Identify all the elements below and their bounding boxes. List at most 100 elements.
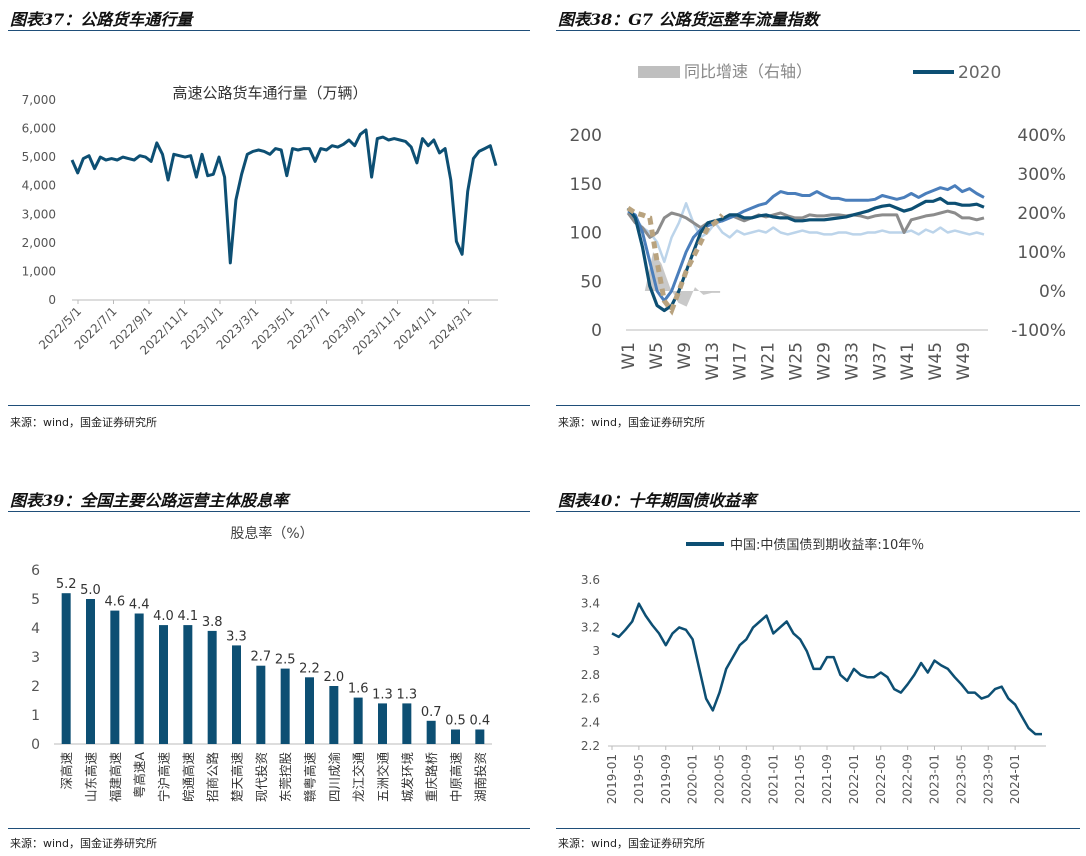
y-tick-label: 0 (31, 737, 40, 753)
x-tick-label: 赣粤高速 (303, 752, 318, 803)
panel1-title-rule (8, 30, 530, 31)
x-tick-label: 2019-09 (659, 754, 673, 804)
legend-swatch-yoy (638, 66, 680, 78)
y-tick-label: 1 (31, 708, 40, 724)
y-tick-label: 2.4 (581, 715, 600, 729)
x-tick-label: 东莞控股 (278, 752, 293, 803)
x-tick-label: 2020-05 (713, 754, 727, 804)
panel4-source-rule (556, 828, 1080, 829)
x-tick-label: 现代投资 (254, 752, 269, 802)
y2-tick-label: -100% (1011, 321, 1066, 341)
x-tick-label: 2020-09 (739, 754, 753, 804)
panel3-source-rule (8, 828, 530, 829)
bar-value-label: 5.2 (56, 577, 77, 592)
bar (280, 668, 290, 744)
y-tick-label: 2,000 (22, 236, 56, 250)
x-tick-label: 2023-01 (928, 754, 942, 804)
legend-label: 中国:中债国债到期收益率:10年％ (730, 537, 924, 553)
bar (426, 720, 436, 744)
bar (353, 697, 363, 744)
chart-title: 高速公路货车通行量（万辆） (172, 84, 367, 102)
series-line-2020 (626, 196, 985, 313)
panel4-source: 来源：wind，国金证券研究所 (558, 837, 706, 850)
chart-g7-freight-index: 同比增速（右轴） 2020 0 50 100 150 200 -100% 0% 100% 200% 3… (570, 62, 1066, 380)
x-tick-label: 2023-05 (954, 754, 968, 804)
bar-value-label: 0.7 (421, 705, 442, 720)
legend-label-2020: 2020 (958, 63, 1001, 83)
x-tick-label: 2022-09 (901, 754, 915, 804)
panel2-title: 图表38：G7 公路货运整车流量指数 (558, 10, 819, 29)
x-tick-label: 招商公路 (205, 752, 220, 803)
panel3-title: 图表39：全国主要公路运营主体股息率 (10, 491, 289, 510)
y-tick-label: 6,000 (22, 122, 56, 136)
x-tick-label: W25 (787, 342, 807, 380)
x-tick-label: 龙江交通 (351, 752, 366, 803)
y-tick-label: 2 (31, 679, 40, 695)
x-tick-label: W9 (675, 342, 695, 370)
bar (207, 630, 217, 744)
y-tick-label: 5 (31, 592, 40, 608)
y-tick-label: 2.2 (581, 739, 600, 753)
series-line-gray (626, 209, 985, 239)
bar (402, 703, 412, 744)
x-tick-label: W29 (814, 342, 834, 380)
panel2-title-rule (556, 30, 1080, 31)
series-line-truck-volume (70, 128, 498, 265)
y-tick-label: 3.4 (581, 597, 600, 611)
bar-value-label: 2.2 (299, 661, 320, 676)
bar-value-label: 0.5 (445, 714, 466, 729)
y-tick-label: 2.8 (581, 668, 600, 682)
y-tick-label: 6 (31, 563, 40, 579)
x-tick-label: 四川成渝 (327, 752, 342, 803)
y-tick-label: 5,000 (22, 150, 56, 164)
panel2-source: 来源：wind，国金证券研究所 (558, 416, 706, 429)
panel1-title: 图表37：公路货车通行量 (10, 10, 193, 29)
x-tick-label: 2021-09 (820, 754, 834, 804)
x-tick-label: 皖通高速 (181, 752, 196, 803)
x-tick-label: W45 (926, 342, 946, 380)
bar (232, 645, 241, 744)
panel1-source: 来源：wind，国金证券研究所 (10, 416, 158, 429)
bar (134, 613, 144, 744)
panel4-title-rule (556, 511, 1080, 512)
y-tick-label: 4 (31, 621, 40, 637)
x-tick-label: W5 (647, 342, 667, 370)
bar (378, 703, 387, 744)
bar-value-label: 2.0 (323, 670, 344, 685)
y-tick-label: 0 (48, 293, 56, 307)
x-tick-label: W1 (619, 342, 639, 370)
bar (305, 677, 314, 744)
series-line-blue (627, 184, 985, 303)
panel1-source-rule (8, 405, 530, 406)
y-tick-label: 3,000 (22, 207, 56, 221)
chart-title: 股息率（%） (230, 525, 313, 542)
x-tick-label: 五洲交通 (376, 752, 391, 803)
x-tick-label: 山东高速 (84, 752, 99, 803)
y2-tick-label: 0% (1039, 282, 1066, 302)
y2-tick-label: 400% (1017, 126, 1066, 146)
x-tick-label: 2024-01 (1008, 754, 1022, 804)
x-tick-label: 2021-01 (766, 754, 780, 804)
y-tick-label: 3 (31, 650, 40, 666)
x-tick-label: 2021-05 (793, 754, 807, 804)
y2-tick-label: 300% (1017, 165, 1066, 185)
x-tick-label: 深高速 (59, 752, 74, 790)
y-tick-label: 0 (591, 321, 602, 341)
x-tick-label: 2019-05 (632, 754, 646, 804)
y-tick-label: 3.2 (581, 620, 600, 634)
y-tick-label: 50 (580, 272, 602, 292)
x-tick-label: 2022-01 (847, 754, 861, 804)
bar-value-label: 1.3 (396, 687, 417, 702)
chart-truck-volume: 高速公路货车通行量（万辆） 0 1,000 2,000 3,000 4,000 5,000 6… (22, 84, 498, 358)
x-tick-label: 楚天高速 (230, 752, 245, 803)
bar-value-label: 5.0 (80, 583, 101, 598)
y-tick-label: 1,000 (22, 264, 56, 278)
x-tick-label: 宁沪高速 (157, 752, 172, 803)
x-tick-label: W41 (898, 342, 918, 380)
x-tick-label: 粤高速A (132, 752, 147, 799)
bar-value-label: 4.0 (153, 609, 174, 624)
x-tick-label: W13 (703, 342, 723, 380)
bar-value-label: 2.7 (250, 650, 271, 665)
bar-value-label: 3.8 (202, 615, 223, 630)
bar (475, 729, 485, 744)
